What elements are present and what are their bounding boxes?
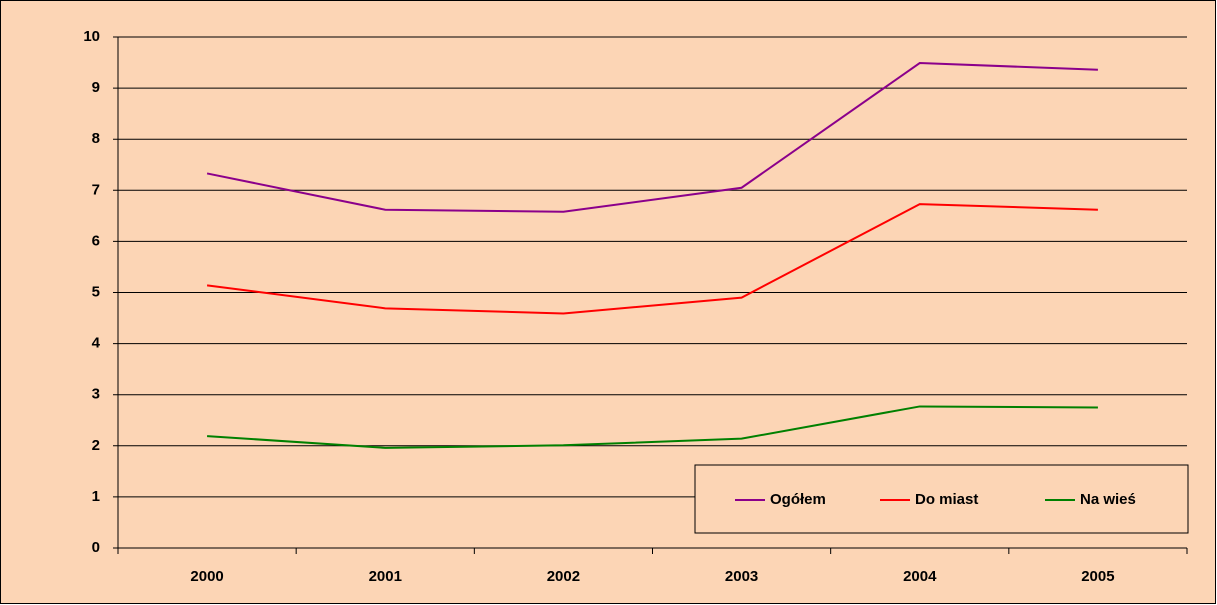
y-tick-label: 9: [92, 79, 100, 96]
y-tick-label: 3: [92, 386, 100, 403]
y-tick-label: 0: [92, 539, 100, 556]
y-tick-label: 7: [92, 181, 100, 198]
y-tick-label: 2: [92, 437, 100, 454]
x-tick-label: 2000: [190, 568, 223, 585]
y-tick-label: 10: [83, 28, 100, 45]
y-tick-label: 4: [92, 335, 101, 352]
x-tick-label: 2004: [903, 568, 937, 585]
y-tick-label: 1: [92, 488, 100, 505]
y-tick-label: 5: [92, 283, 100, 300]
legend-label: Na wieś: [1080, 491, 1136, 508]
x-tick-label: 2005: [1081, 568, 1114, 585]
x-tick-label: 2003: [725, 568, 758, 585]
legend-box: [694, 464, 1189, 534]
series-line: [207, 405, 1098, 449]
legend-label: Do miast: [915, 491, 978, 508]
series-line: [206, 203, 1098, 315]
series-line: [206, 62, 1098, 213]
y-tick-label: 6: [92, 232, 100, 249]
x-tick-label: 2002: [547, 568, 580, 585]
legend-label: Ogółem: [770, 491, 826, 508]
y-tick-label: 8: [92, 130, 100, 147]
x-tick-label: 2001: [369, 568, 402, 585]
